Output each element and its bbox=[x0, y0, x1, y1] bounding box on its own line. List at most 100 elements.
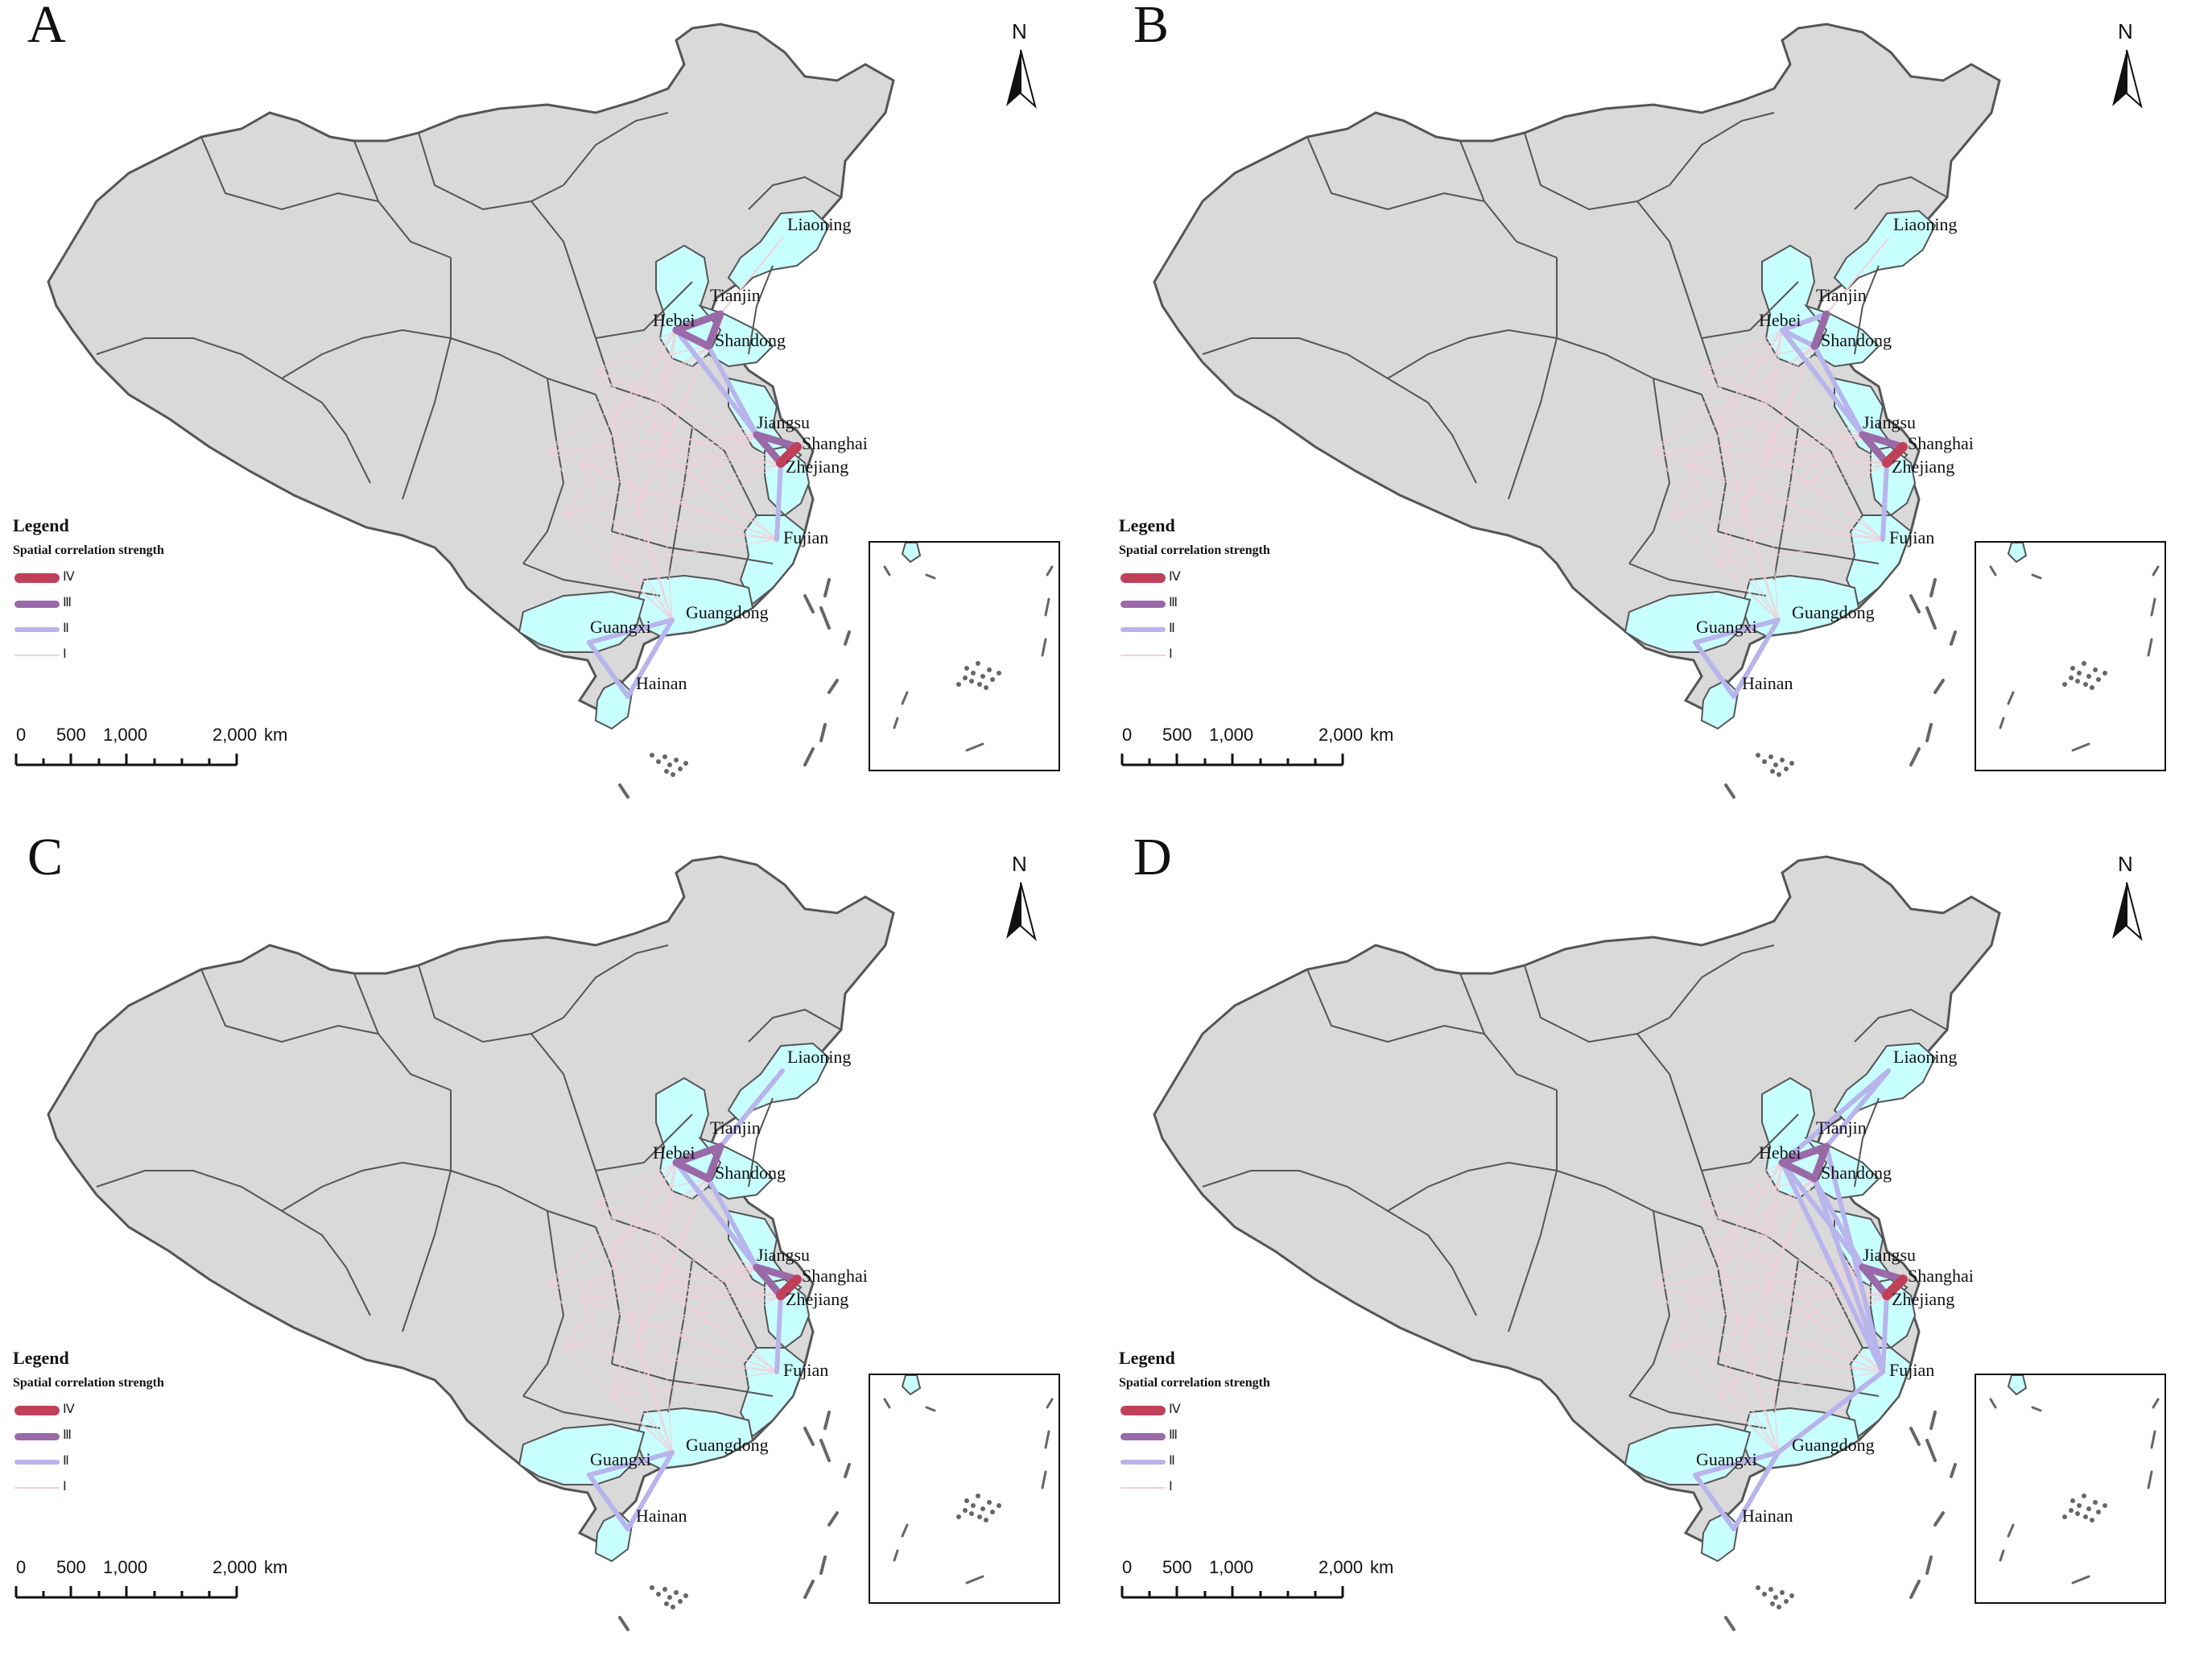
inset-map bbox=[883, 542, 1054, 752]
legend-item: Ⅰ bbox=[1119, 642, 1296, 668]
legend-swatch bbox=[14, 1487, 60, 1489]
island-stroke bbox=[803, 594, 815, 614]
scale-tick-label: 500 bbox=[1162, 725, 1192, 745]
correlation-line-class-1 bbox=[563, 462, 782, 516]
province-label-fujian: Fujian bbox=[1889, 1360, 1934, 1380]
island-dot bbox=[662, 754, 667, 759]
province-label-hebei: Hebei bbox=[653, 310, 695, 330]
correlation-line-class-3 bbox=[672, 1142, 724, 1167]
island-dot bbox=[1770, 769, 1775, 774]
legend-item: Ⅱ bbox=[1119, 617, 1296, 642]
province-border bbox=[1854, 265, 1880, 355]
legend-item: Ⅱ bbox=[13, 1449, 190, 1475]
island-dot bbox=[683, 1593, 688, 1598]
province-border bbox=[418, 132, 564, 211]
legend-item-label: Ⅱ bbox=[1169, 1454, 1175, 1468]
legend-item-label: Ⅳ bbox=[1169, 1403, 1181, 1416]
legend-swatch bbox=[14, 1432, 60, 1440]
scale-tick-label: 0 bbox=[16, 1557, 27, 1577]
province-label-tianjin: Tianjin bbox=[1816, 1118, 1867, 1138]
island-stroke bbox=[827, 1511, 839, 1527]
legend-item: Ⅰ bbox=[1119, 1475, 1296, 1501]
province-border bbox=[1459, 973, 1558, 1091]
correlation-line-class-1 bbox=[1653, 345, 1815, 452]
correlation-line-class-2 bbox=[587, 618, 675, 645]
legend-swatch bbox=[14, 573, 60, 583]
correlation-line-class-1 bbox=[1653, 1283, 1884, 1373]
province-label-shanghai: Shanghai bbox=[802, 1266, 868, 1286]
correlation-line-class-1 bbox=[1717, 539, 1884, 564]
correlation-line-class-1 bbox=[611, 563, 673, 621]
scale-unit: km bbox=[264, 725, 288, 745]
province-label-fujian: Fujian bbox=[1889, 527, 1934, 547]
correlation-line-class-2 bbox=[1693, 640, 1736, 699]
correlation-line-class-2 bbox=[587, 1473, 630, 1531]
correlation-line-class-1 bbox=[1717, 462, 1888, 564]
correlation-line-class-1 bbox=[1826, 238, 1889, 315]
legend-item-label: Ⅲ bbox=[63, 1428, 72, 1442]
province-label-tianjin: Tianjin bbox=[710, 285, 761, 305]
correlation-line-class-1 bbox=[1653, 434, 1863, 452]
correlation-line-class-1 bbox=[1765, 1162, 1783, 1284]
correlation-line-class-1 bbox=[635, 1347, 778, 1373]
correlation-line-class-1 bbox=[611, 1162, 677, 1397]
legend-title: Legend bbox=[1119, 515, 1175, 535]
legend-item-label: Ⅳ bbox=[63, 1403, 75, 1416]
correlation-line-class-1 bbox=[595, 1162, 677, 1204]
correlation-line-class-1 bbox=[563, 1162, 677, 1349]
province-label-zhejiang: Zhejiang bbox=[786, 1289, 848, 1309]
island-stroke bbox=[1950, 1463, 1957, 1478]
coastal-province-area bbox=[727, 209, 831, 291]
correlation-line-class-1 bbox=[1717, 345, 1815, 419]
correlation-line-class-1 bbox=[1653, 450, 1888, 464]
island-dot bbox=[1773, 1595, 1778, 1600]
legend-item: Ⅲ bbox=[13, 1423, 190, 1449]
correlation-line-class-1 bbox=[1669, 345, 1815, 516]
correlation-line-class-1 bbox=[1717, 434, 1863, 564]
island-stroke bbox=[1925, 1439, 1937, 1462]
correlation-line-class-1 bbox=[595, 370, 782, 464]
correlation-line-class-1 bbox=[547, 1162, 677, 1284]
correlation-line-class-1 bbox=[611, 418, 757, 436]
map-panel-c: Liaoning Tianjin Hebei Shandong Jiangsu Shang… bbox=[0, 832, 1106, 1665]
province-border bbox=[450, 337, 596, 395]
province-border bbox=[96, 337, 371, 484]
legend-item: Ⅱ bbox=[1119, 1449, 1296, 1475]
scale-unit: km bbox=[1370, 1557, 1394, 1577]
correlation-line-class-1 bbox=[1741, 1266, 1863, 1349]
correlation-line-class-1 bbox=[611, 345, 709, 419]
province-border bbox=[1508, 258, 1558, 500]
island-stroke bbox=[1724, 783, 1735, 799]
correlation-line-class-1 bbox=[595, 1202, 757, 1268]
correlation-line-class-2 bbox=[1776, 1370, 1885, 1455]
island-stroke bbox=[1909, 1580, 1921, 1599]
province-border bbox=[1669, 944, 1775, 1018]
legend-item-label: Ⅲ bbox=[63, 596, 72, 609]
correlation-line-class-4 bbox=[1882, 442, 1908, 468]
correlation-line-class-2 bbox=[1780, 1160, 1885, 1374]
correlation-line-class-1 bbox=[1765, 450, 1884, 540]
province-border bbox=[281, 1161, 452, 1212]
province-label-shandong: Shandong bbox=[1821, 1163, 1892, 1183]
legend-item-label: Ⅰ bbox=[1169, 647, 1173, 661]
correlation-line-class-3 bbox=[1859, 1263, 1907, 1283]
correlation-line-class-1 bbox=[635, 434, 757, 516]
panel-letter: C bbox=[27, 832, 64, 886]
island-dot bbox=[1777, 1605, 1781, 1609]
island-stroke bbox=[1925, 1556, 1933, 1575]
province-border bbox=[1306, 136, 1485, 211]
legend-subtitle: Spatial correlation strength bbox=[13, 543, 164, 557]
province-border bbox=[748, 265, 774, 355]
province-label-jiangsu: Jiangsu bbox=[1863, 412, 1916, 432]
island-dot bbox=[664, 769, 669, 774]
north-label: N bbox=[2118, 19, 2133, 43]
province-label-shandong: Shandong bbox=[1821, 330, 1892, 350]
scale-tick-label: 1,000 bbox=[103, 725, 148, 745]
correlation-line-class-3 bbox=[1810, 310, 1830, 350]
island-stroke bbox=[819, 723, 827, 742]
map-panel-d: Liaoning Tianjin Hebei Shandong Jiangsu Shang… bbox=[1106, 832, 2212, 1665]
province-border bbox=[402, 1090, 452, 1332]
correlation-line-class-1 bbox=[1717, 1295, 1888, 1397]
legend: Legend Spatial correlation strength Ⅳ Ⅲ Ⅱ Ⅰ bbox=[1119, 1348, 1296, 1501]
correlation-line-class-1 bbox=[611, 1371, 778, 1397]
